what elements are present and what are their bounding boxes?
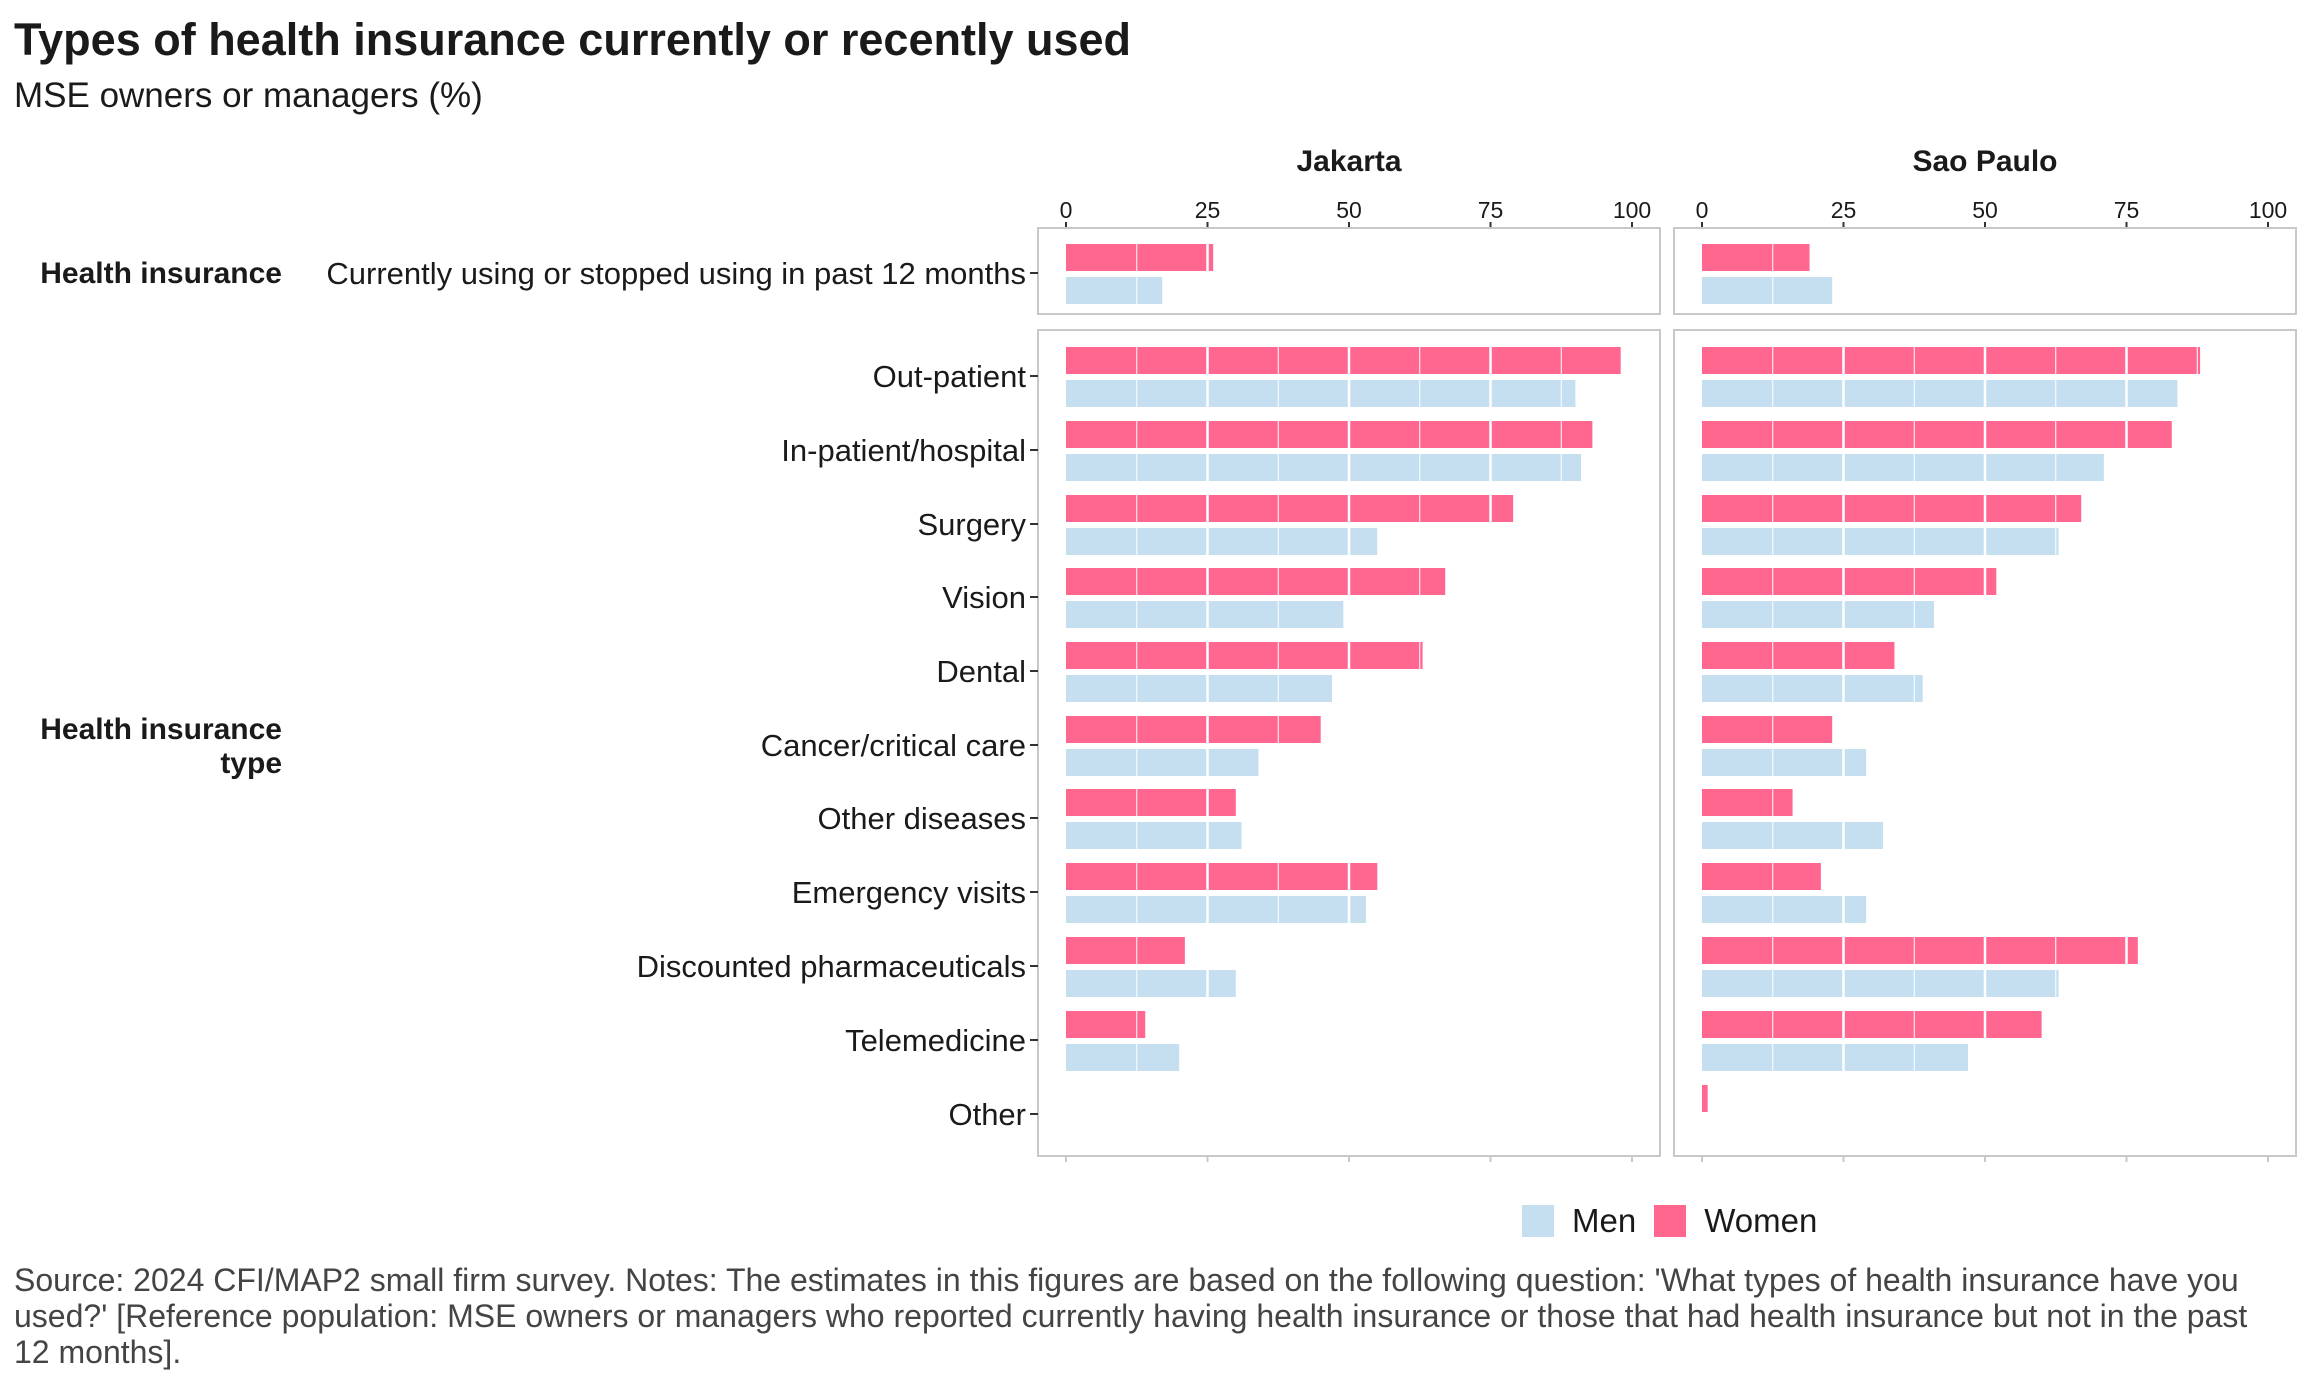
- bar-men-sao-paulo-5: [1702, 675, 1923, 702]
- bar-women-sao-paulo-11: [1702, 1085, 1708, 1112]
- bar-men-sao-paulo-8: [1702, 896, 1867, 923]
- bar-women-jakarta-7: [1066, 789, 1236, 816]
- category-label-7: Other diseases: [818, 801, 1027, 836]
- bar-men-jakarta-0: [1066, 277, 1163, 304]
- category-label-1: Out-patient: [873, 359, 1027, 394]
- x-tick-label-p0-1: 25: [1195, 197, 1221, 223]
- bar-women-sao-paulo-6: [1702, 716, 1833, 743]
- bar-men-jakarta-8: [1066, 896, 1366, 923]
- x-tick-label-p1-3: 75: [2114, 197, 2140, 223]
- x-tick-label-p0-0: 0: [1060, 197, 1073, 223]
- bar-men-sao-paulo-1: [1702, 380, 2178, 407]
- bar-women-jakarta-5: [1066, 642, 1423, 669]
- bar-women-sao-paulo-10: [1702, 1011, 2042, 1038]
- bar-men-sao-paulo-0: [1702, 277, 1833, 304]
- bar-women-jakarta-6: [1066, 716, 1321, 743]
- bar-women-jakarta-0: [1066, 244, 1214, 271]
- category-label-0: Currently using or stopped using in past…: [326, 256, 1026, 291]
- bar-men-sao-paulo-7: [1702, 822, 1884, 849]
- legend-item-men: Men: [1522, 1202, 1636, 1240]
- bar-women-sao-paulo-9: [1702, 937, 2138, 964]
- bar-women-sao-paulo-1: [1702, 347, 2201, 374]
- source-note: Source: 2024 CFI/MAP2 small firm survey.…: [14, 1262, 2248, 1370]
- bar-men-jakarta-9: [1066, 970, 1236, 997]
- panel-label-1: Sao Paulo: [1912, 145, 2057, 178]
- bar-women-sao-paulo-5: [1702, 642, 1895, 669]
- bar-women-sao-paulo-8: [1702, 863, 1821, 890]
- bar-men-jakarta-3: [1066, 528, 1378, 555]
- bar-women-jakarta-4: [1066, 568, 1446, 595]
- bar-women-sao-paulo-2: [1702, 421, 2172, 448]
- group-label-1-line-1: Health insurance: [40, 713, 282, 746]
- bar-men-sao-paulo-4: [1702, 601, 1935, 628]
- category-label-3: Surgery: [917, 507, 1026, 542]
- chart-subtitle: MSE owners or managers (%): [14, 76, 483, 115]
- bar-women-sao-paulo-7: [1702, 789, 1793, 816]
- category-label-2: In-patient/hospital: [781, 433, 1026, 468]
- bar-men-jakarta-2: [1066, 454, 1582, 481]
- bar-men-sao-paulo-2: [1702, 454, 2104, 481]
- bar-men-sao-paulo-6: [1702, 749, 1867, 776]
- bar-men-jakarta-5: [1066, 675, 1333, 702]
- x-tick-label-p1-1: 25: [1831, 197, 1857, 223]
- bar-women-jakarta-10: [1066, 1011, 1146, 1038]
- group-label-1-line-2: type: [220, 747, 282, 780]
- chart-title: Types of health insurance currently or r…: [14, 14, 1132, 65]
- bar-women-jakarta-8: [1066, 863, 1378, 890]
- category-label-6: Cancer/critical care: [761, 728, 1026, 763]
- chart-canvas: Jakarta Sao Paulo 0 25 50 75 100 0 25 50 75 100 Curr…: [40, 145, 2297, 1162]
- bar-men-jakarta-1: [1066, 380, 1576, 407]
- legend: Men Women: [1522, 1202, 1835, 1240]
- group-label-0: Health insurance: [40, 257, 282, 290]
- x-tick-label-p0-3: 75: [1478, 197, 1504, 223]
- x-tick-label-p0-2: 50: [1336, 197, 1362, 223]
- bar-women-jakarta-1: [1066, 347, 1621, 374]
- category-label-5: Dental: [936, 654, 1026, 689]
- legend-swatch-women: [1654, 1205, 1687, 1237]
- bar-men-sao-paulo-3: [1702, 528, 2059, 555]
- legend-swatch-men: [1522, 1205, 1554, 1237]
- panel-label-0: Jakarta: [1296, 145, 1401, 178]
- category-label-4: Vision: [942, 580, 1026, 615]
- legend-label-men: Men: [1572, 1202, 1637, 1239]
- x-tick-label-p0-4: 100: [1613, 197, 1651, 223]
- bar-men-sao-paulo-9: [1702, 970, 2059, 997]
- bar-men-jakarta-6: [1066, 749, 1259, 776]
- bar-women-jakarta-2: [1066, 421, 1593, 448]
- bar-women-jakarta-3: [1066, 495, 1514, 522]
- category-label-8: Emergency visits: [792, 875, 1026, 910]
- bar-men-jakarta-7: [1066, 822, 1242, 849]
- legend-label-women: Women: [1704, 1202, 1818, 1239]
- bar-women-sao-paulo-3: [1702, 495, 2082, 522]
- x-tick-label-p1-0: 0: [1696, 197, 1709, 223]
- bar-women-sao-paulo-0: [1702, 244, 1810, 271]
- category-label-10: Telemedicine: [845, 1023, 1026, 1058]
- bar-men-sao-paulo-10: [1702, 1044, 1969, 1071]
- x-tick-label-p1-4: 100: [2249, 197, 2287, 223]
- bar-women-sao-paulo-4: [1702, 568, 1997, 595]
- bar-men-jakarta-10: [1066, 1044, 1180, 1071]
- x-tick-label-p1-2: 50: [1972, 197, 1998, 223]
- bar-women-jakarta-9: [1066, 937, 1185, 964]
- bar-men-jakarta-4: [1066, 601, 1344, 628]
- category-label-9: Discounted pharmaceuticals: [637, 949, 1026, 984]
- legend-item-women: Women: [1654, 1202, 1817, 1240]
- category-label-11: Other: [948, 1097, 1026, 1132]
